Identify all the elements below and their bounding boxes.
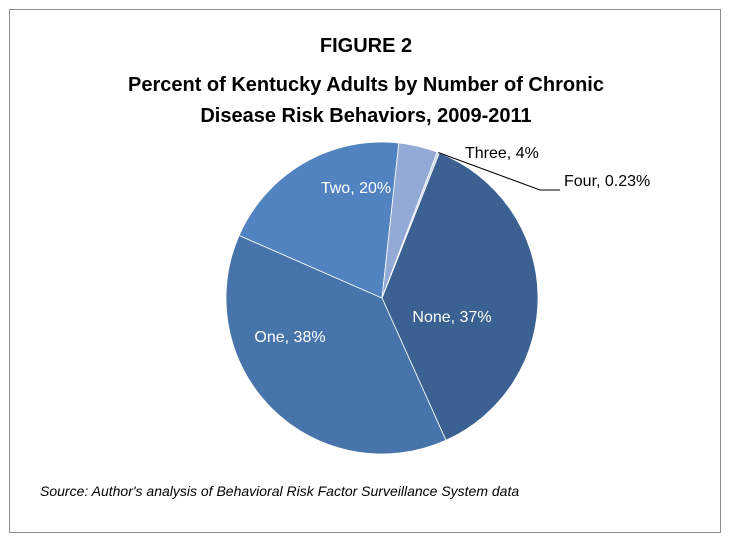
source-note: Source: Author's analysis of Behavioral … — [40, 483, 520, 499]
pie-slice-none — [381, 152, 539, 441]
data-label-two: Two, 20% — [321, 180, 391, 197]
data-label-three: Three, 4% — [465, 145, 539, 162]
data-label-none: None, 37% — [412, 309, 491, 326]
chart-title-line-3: Disease Risk Behaviors, 2009-2011 — [200, 105, 532, 127]
chart-title-line-2: Percent of Kentucky Adults by Number of … — [128, 74, 604, 96]
pie-slice-one — [225, 234, 447, 455]
chart-title-line-1: FIGURE 2 — [319, 35, 413, 57]
pie-slice-two — [238, 141, 400, 299]
data-label-four: Four, 0.23% — [564, 173, 650, 190]
leader-line-four — [438, 152, 560, 191]
data-label-one: One, 38% — [254, 329, 325, 346]
